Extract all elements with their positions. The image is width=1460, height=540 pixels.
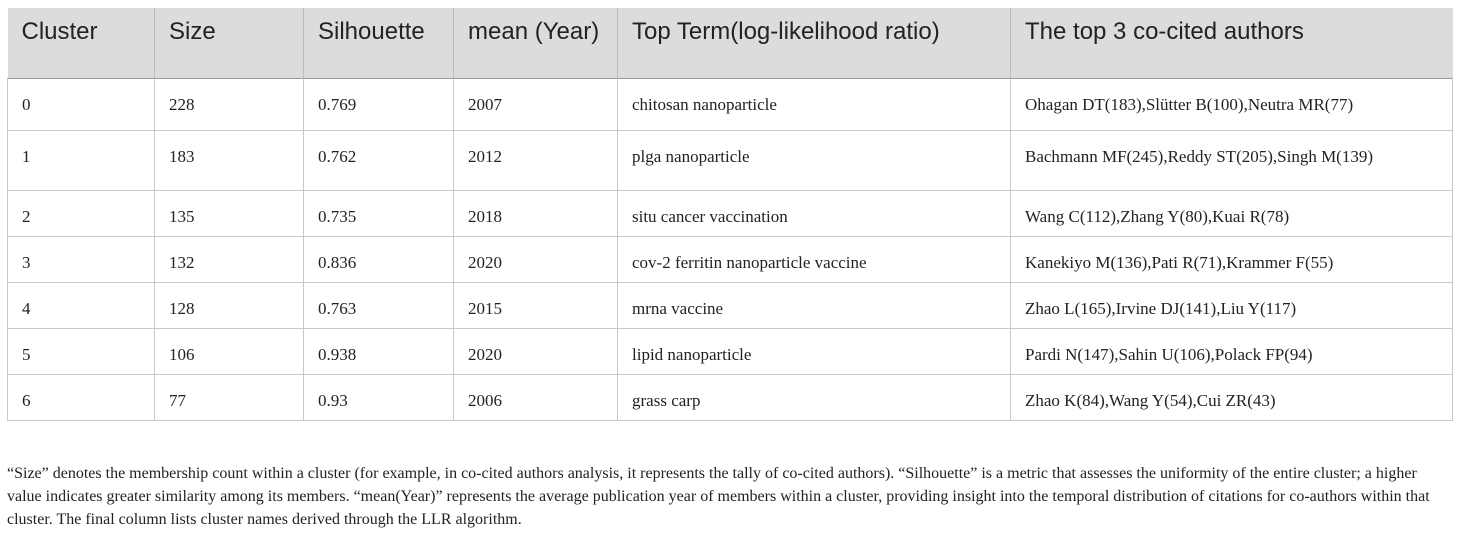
table-row: 5 106 0.938 2020 lipid nanoparticle Pard… bbox=[7, 328, 1453, 375]
cluster-table-container: Cluster Size Silhouette mean (Year) Top … bbox=[7, 8, 1453, 421]
cell-top-term: mrna vaccine bbox=[617, 282, 1011, 329]
header-top-term: Top Term(log-likelihood ratio) bbox=[617, 8, 1011, 78]
cell-cluster: 6 bbox=[7, 374, 155, 421]
table-row: 2 135 0.735 2018 situ cancer vaccination… bbox=[7, 190, 1453, 237]
header-top-authors: The top 3 co-cited authors bbox=[1010, 8, 1453, 78]
cell-top-term: lipid nanoparticle bbox=[617, 328, 1011, 375]
header-cluster: Cluster bbox=[7, 8, 155, 78]
cell-mean-year: 2018 bbox=[453, 190, 618, 237]
cell-cluster: 3 bbox=[7, 236, 155, 283]
cluster-table: Cluster Size Silhouette mean (Year) Top … bbox=[7, 8, 1453, 421]
table-row: 4 128 0.763 2015 mrna vaccine Zhao L(165… bbox=[7, 282, 1453, 329]
cell-size: 135 bbox=[154, 190, 304, 237]
cell-top-term: chitosan nanoparticle bbox=[617, 78, 1011, 131]
cell-size: 132 bbox=[154, 236, 304, 283]
cell-mean-year: 2020 bbox=[453, 236, 618, 283]
cell-top-term: plga nanoparticle bbox=[617, 130, 1011, 191]
table-row: 3 132 0.836 2020 cov-2 ferritin nanopart… bbox=[7, 236, 1453, 283]
header-mean-year: mean (Year) bbox=[453, 8, 618, 78]
cell-mean-year: 2015 bbox=[453, 282, 618, 329]
cell-top-authors: Wang C(112),Zhang Y(80),Kuai R(78) bbox=[1010, 190, 1453, 237]
table-header: Cluster Size Silhouette mean (Year) Top … bbox=[7, 8, 1453, 78]
cell-size: 128 bbox=[154, 282, 304, 329]
cell-mean-year: 2012 bbox=[453, 130, 618, 191]
header-row: Cluster Size Silhouette mean (Year) Top … bbox=[7, 8, 1453, 78]
table-footnote: “Size” denotes the membership count with… bbox=[7, 465, 1430, 528]
header-silhouette: Silhouette bbox=[303, 8, 454, 78]
table-row: 6 77 0.93 2006 grass carp Zhao K(84),Wan… bbox=[7, 374, 1453, 421]
table-row: 1 183 0.762 2012 plga nanoparticle Bachm… bbox=[7, 130, 1453, 191]
cell-silhouette: 0.735 bbox=[303, 190, 454, 237]
cell-top-term: situ cancer vaccination bbox=[617, 190, 1011, 237]
cell-silhouette: 0.762 bbox=[303, 130, 454, 191]
cell-size: 183 bbox=[154, 130, 304, 191]
cell-size: 77 bbox=[154, 374, 304, 421]
cell-top-authors: Pardi N(147),Sahin U(106),Polack FP(94) bbox=[1010, 328, 1453, 375]
cell-mean-year: 2020 bbox=[453, 328, 618, 375]
cell-top-authors: Bachmann MF(245),Reddy ST(205),Singh M(1… bbox=[1010, 130, 1453, 191]
cell-silhouette: 0.93 bbox=[303, 374, 454, 421]
table-row: 0 228 0.769 2007 chitosan nanoparticle O… bbox=[7, 78, 1453, 131]
cell-silhouette: 0.938 bbox=[303, 328, 454, 375]
cell-top-authors: Ohagan DT(183),Slütter B(100),Neutra MR(… bbox=[1010, 78, 1453, 131]
header-size: Size bbox=[154, 8, 304, 78]
table-body: 0 228 0.769 2007 chitosan nanoparticle O… bbox=[7, 78, 1453, 421]
cell-cluster: 1 bbox=[7, 130, 155, 191]
cell-top-term: grass carp bbox=[617, 374, 1011, 421]
cell-size: 106 bbox=[154, 328, 304, 375]
cell-cluster: 2 bbox=[7, 190, 155, 237]
cell-silhouette: 0.763 bbox=[303, 282, 454, 329]
cell-top-authors: Zhao L(165),Irvine DJ(141),Liu Y(117) bbox=[1010, 282, 1453, 329]
cell-cluster: 5 bbox=[7, 328, 155, 375]
cell-cluster: 4 bbox=[7, 282, 155, 329]
cell-cluster: 0 bbox=[7, 78, 155, 131]
cell-mean-year: 2007 bbox=[453, 78, 618, 131]
cell-size: 228 bbox=[154, 78, 304, 131]
cell-mean-year: 2006 bbox=[453, 374, 618, 421]
cell-silhouette: 0.769 bbox=[303, 78, 454, 131]
cell-top-authors: Zhao K(84),Wang Y(54),Cui ZR(43) bbox=[1010, 374, 1453, 421]
cell-top-authors: Kanekiyo M(136),Pati R(71),Krammer F(55) bbox=[1010, 236, 1453, 283]
cell-silhouette: 0.836 bbox=[303, 236, 454, 283]
cell-top-term: cov-2 ferritin nanoparticle vaccine bbox=[617, 236, 1011, 283]
